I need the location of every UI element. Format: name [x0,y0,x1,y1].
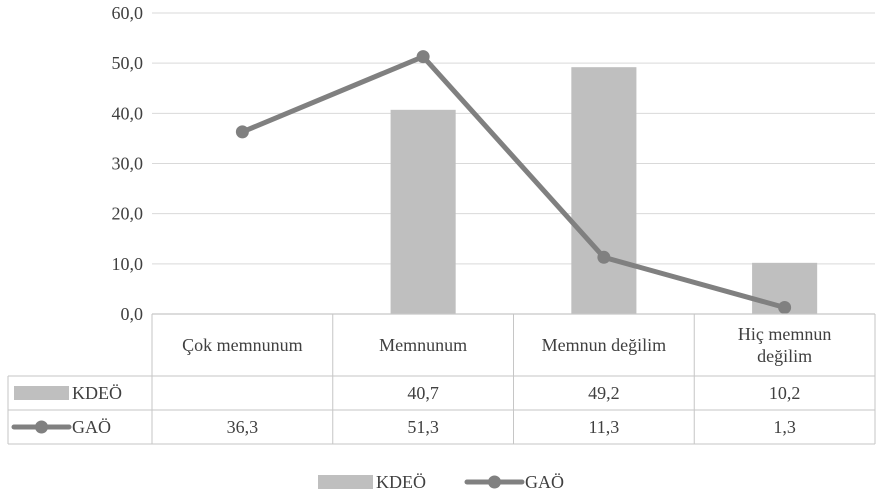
line-point-gao [778,300,792,314]
line-gao [239,54,788,310]
table-row-gao: GAÖ 36,3 51,3 11,3 1,3 [11,417,796,437]
y-tick-label: 20,0 [112,204,144,224]
legend-label-gao: GAÖ [525,472,564,492]
table-series-name: GAÖ [72,417,111,437]
y-tick-label: 10,0 [112,254,144,274]
category-label: değilim [757,346,812,366]
bar-series-kdeo [390,67,818,315]
y-tick-label: 60,0 [112,3,144,23]
table-series-key [14,386,69,400]
legend-key-gao [464,475,525,489]
y-tick-label: 0,0 [121,304,144,324]
table-cell-value: 11,3 [588,417,619,437]
bar-kdeo [571,67,637,315]
category-label: Memnunum [379,335,467,355]
category-label: Hiç memnun [738,324,831,344]
y-tick-label: 40,0 [112,103,144,123]
data-table: Çok memnunum Memnunum Memnun değilim Hiç me… [7,313,876,445]
y-axis: 0,0 10,0 20,0 30,0 40,0 50,0 60,0 [112,3,144,324]
line-point-gao [416,50,430,64]
bar-kdeo [390,109,456,315]
table-cell-value: 49,2 [588,383,620,403]
y-tick-label: 30,0 [112,154,144,174]
table-cell-value: 1,3 [773,417,796,437]
table-row-kdeo: KDEÖ 40,7 49,2 10,2 [14,383,800,403]
table-cell-value: 10,2 [769,383,801,403]
table-cell-value: 36,3 [227,417,259,437]
legend: KDEÖ GAÖ [318,472,564,492]
table-series-key [11,420,72,434]
legend-key-kdeo [318,475,373,489]
category-label: Çok memnunum [182,335,303,355]
legend-label-kdeo: KDEÖ [376,472,426,492]
table-cell-value: 51,3 [407,417,439,437]
table-series-name: KDEÖ [72,383,122,403]
line-point-gao [235,125,249,139]
y-tick-label: 50,0 [112,53,144,73]
legend-item-gao: GAÖ [464,472,564,492]
line-point-gao [597,250,611,264]
grid-lines [152,12,875,265]
line-series-gao [235,50,792,314]
legend-item-kdeo: KDEÖ [318,472,426,492]
category-label: Memnun değilim [542,335,667,355]
table-cell-value: 40,7 [407,383,439,403]
